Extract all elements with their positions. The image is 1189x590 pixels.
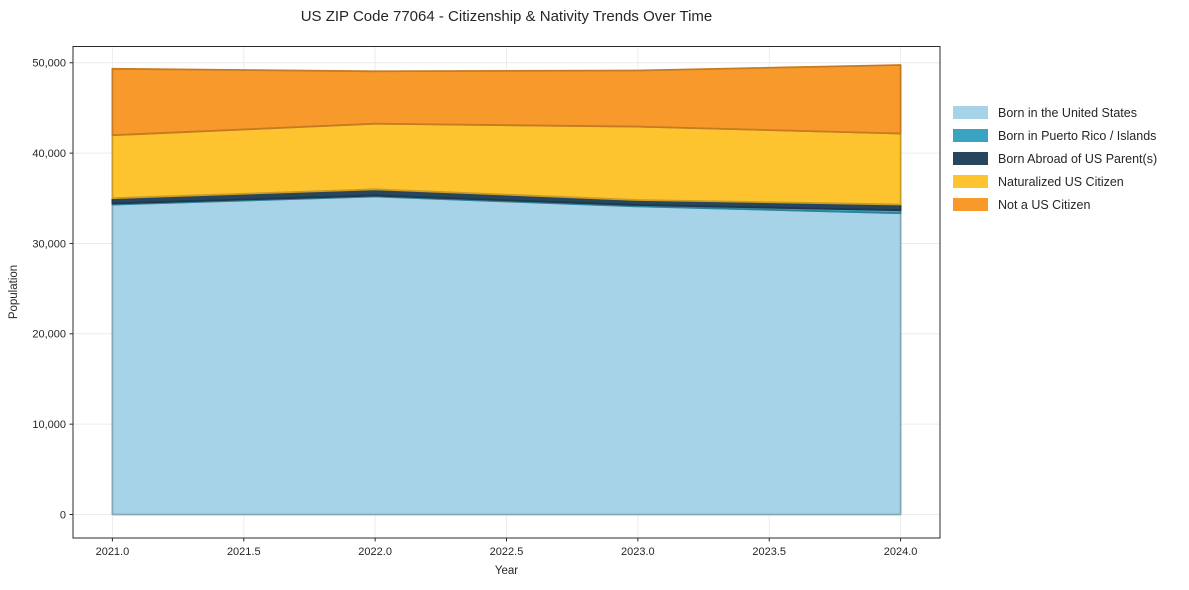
area-series (111, 122, 902, 206)
x-tick-label: 2023.0 (621, 546, 655, 558)
legend-item: Born in Puerto Rico / Islands (953, 124, 1157, 147)
y-axis-label: Population (8, 264, 20, 320)
x-tick-label: 2022.0 (358, 546, 392, 558)
legend-label: Born in the United States (998, 105, 1137, 120)
legend-item: Born in the United States (953, 101, 1157, 124)
legend-item: Born Abroad of US Parent(s) (953, 147, 1157, 170)
stacked-area-plot: 2021.0 2021.5 2022.0 2022.5 2023.0 2023.5 2024… (32, 46, 941, 558)
chart-title: US ZIP Code 77064 - Citizenship & Nativi… (300, 8, 713, 25)
x-tick-label: 2021.0 (96, 546, 130, 558)
legend-swatch (953, 106, 988, 119)
legend: Born in the United States Born in Puerto… (953, 101, 1157, 216)
y-tick-label: 40,000 (32, 148, 66, 160)
x-tick-label: 2022.5 (490, 546, 524, 558)
x-tick-label: 2023.5 (752, 546, 786, 558)
x-axis-label: Year (494, 565, 519, 577)
legend-label: Born in Puerto Rico / Islands (998, 128, 1157, 143)
area-series (111, 64, 902, 137)
legend-swatch (953, 175, 988, 188)
legend-swatch (953, 198, 988, 211)
x-tick-label: 2024.0 (884, 546, 918, 558)
y-tick-label: 10,000 (32, 419, 66, 431)
legend-label: Born Abroad of US Parent(s) (998, 151, 1158, 166)
y-tick-label: 0 (60, 509, 66, 521)
y-tick-label: 50,000 (32, 58, 66, 70)
legend-swatch (953, 129, 988, 142)
legend-label: Naturalized US Citizen (998, 174, 1124, 189)
legend-swatch (953, 152, 988, 165)
legend-item: Naturalized US Citizen (953, 170, 1157, 193)
y-tick-label: 30,000 (32, 238, 66, 250)
x-tick-label: 2021.5 (227, 546, 261, 558)
legend-item: Not a US Citizen (953, 193, 1157, 216)
legend-label: Not a US Citizen (998, 197, 1091, 212)
area-series (111, 195, 902, 516)
y-tick-label: 20,000 (32, 329, 66, 341)
